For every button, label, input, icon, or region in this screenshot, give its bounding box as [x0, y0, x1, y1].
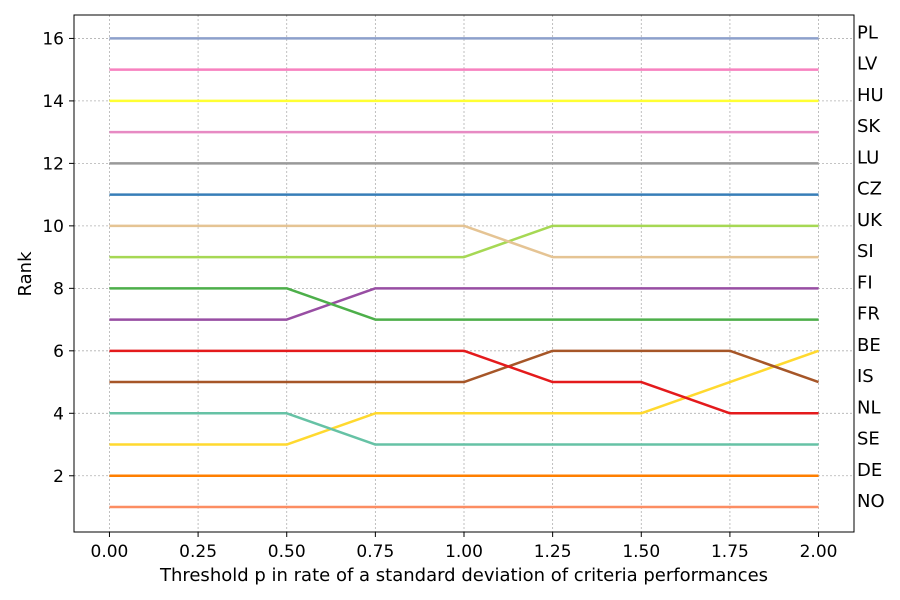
series-lines: [109, 37, 819, 509]
y-axis: 2 4 6 8 10 12 14 16: [42, 29, 74, 487]
rank-label: NO: [857, 491, 885, 512]
x-tick-label: 1.00: [445, 542, 483, 562]
series-line-6: [109, 349, 819, 415]
rank-label: PL: [857, 22, 878, 43]
x-tick-label: 0.75: [356, 542, 394, 562]
rank-label: SE: [857, 429, 880, 450]
x-axis: 0.00 0.25 0.50 0.75 1.00 1.25 1.50 1.75 2.00: [91, 532, 838, 562]
rank-label: DE: [857, 460, 882, 481]
y-tick-label: 16: [42, 29, 64, 49]
series-line-8: [109, 287, 819, 321]
grid: [74, 15, 854, 532]
x-tick-label: 2.00: [800, 542, 838, 562]
rank-label: CZ: [857, 179, 882, 200]
x-tick-label: 0.00: [91, 542, 129, 562]
series-line-7: [109, 287, 819, 321]
rank-label: LU: [857, 147, 879, 168]
series-line-3: [109, 349, 819, 446]
rank-label: HU: [857, 85, 884, 106]
series-line-4: [109, 412, 819, 446]
x-tick-label: 0.50: [268, 542, 306, 562]
right-labels: PL LV HU SK LU CZ UK SI FI FR BE IS NL SE DE NO: [857, 22, 885, 512]
y-tick-label: 6: [53, 342, 64, 362]
y-tick-label: 8: [53, 279, 64, 299]
rank-label: BE: [857, 335, 881, 356]
series-line-10: [109, 224, 819, 259]
x-tick-label: 1.50: [622, 542, 660, 562]
rank-label: LV: [857, 54, 878, 75]
y-tick-label: 4: [53, 404, 64, 424]
series-line-9: [109, 224, 819, 259]
rank-label: SK: [857, 116, 881, 137]
rank-label: UK: [857, 210, 883, 231]
y-tick-label: 14: [42, 92, 64, 112]
x-axis-label: Threshold p in rate of a standard deviat…: [159, 565, 768, 586]
x-tick-label: 0.25: [179, 542, 217, 562]
rank-label: FR: [857, 304, 880, 325]
y-axis-label: Rank: [15, 251, 36, 297]
y-tick-label: 2: [53, 467, 64, 487]
series-line-5: [109, 349, 819, 384]
rank-label: FI: [857, 272, 873, 293]
rank-label: SI: [857, 241, 874, 262]
y-tick-label: 12: [42, 154, 64, 174]
x-tick-label: 1.25: [534, 542, 572, 562]
rank-label: NL: [857, 397, 881, 418]
x-tick-label: 1.75: [711, 542, 749, 562]
y-tick-label: 10: [42, 217, 64, 237]
rank-label: IS: [857, 366, 874, 387]
